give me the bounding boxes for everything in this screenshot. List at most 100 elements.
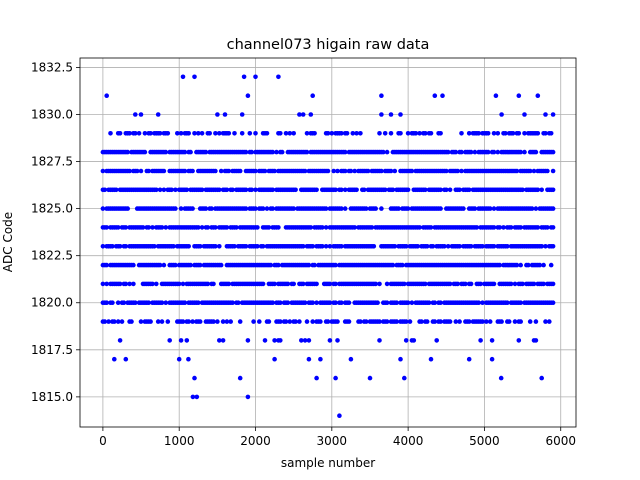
data-point: [293, 319, 298, 324]
data-point: [133, 300, 138, 306]
y-tick-label: 1815.0: [31, 390, 73, 404]
data-point: [327, 338, 333, 343]
data-point: [487, 206, 493, 211]
data-point: [186, 244, 191, 249]
data-point: [123, 244, 129, 249]
data-point: [369, 225, 375, 230]
data-point: [379, 93, 384, 98]
data-point: [123, 356, 129, 362]
data-point: [178, 338, 184, 343]
data-point: [249, 187, 254, 193]
data-point: [459, 168, 464, 174]
data-point: [249, 149, 254, 155]
data-point: [379, 168, 384, 174]
data-point: [466, 131, 472, 136]
data-point: [405, 187, 411, 193]
data-point: [117, 131, 123, 136]
data-point: [300, 244, 306, 249]
data-point: [190, 168, 195, 174]
data-point: [468, 244, 474, 249]
data-point: [268, 262, 274, 268]
data-point: [104, 281, 109, 287]
data-point: [215, 319, 220, 324]
data-point: [157, 131, 163, 136]
data-point: [402, 375, 407, 381]
data-point: [438, 319, 443, 324]
data-point: [169, 187, 174, 193]
data-point: [522, 131, 527, 136]
data-point: [466, 187, 472, 193]
data-point: [247, 131, 253, 136]
data-point: [493, 93, 499, 98]
data-point: [388, 131, 394, 136]
data-point: [304, 149, 310, 155]
data-point: [466, 356, 472, 362]
data-point: [424, 319, 430, 324]
data-point: [539, 375, 544, 381]
data-point: [192, 74, 197, 80]
data-point: [167, 338, 172, 343]
data-point: [304, 131, 310, 136]
data-point: [253, 74, 258, 80]
data-point: [232, 244, 237, 249]
data-point: [236, 300, 241, 306]
data-point: [388, 112, 394, 117]
data-point: [476, 131, 482, 136]
data-point: [205, 225, 211, 230]
data-point: [163, 225, 169, 230]
data-point: [503, 131, 508, 136]
data-point: [176, 281, 182, 287]
data-point: [117, 281, 123, 287]
data-point: [323, 244, 329, 249]
data-point: [339, 131, 344, 136]
data-point: [548, 131, 554, 136]
data-point: [440, 93, 445, 98]
data-point: [155, 112, 161, 117]
data-point: [100, 281, 106, 287]
data-point: [434, 338, 440, 343]
data-point: [480, 300, 485, 306]
data-point: [232, 131, 237, 136]
data-point: [226, 281, 232, 287]
data-point: [518, 225, 523, 230]
data-point: [516, 338, 522, 343]
data-point: [260, 281, 266, 287]
data-point: [358, 319, 363, 324]
data-point: [354, 131, 359, 136]
data-point: [424, 244, 430, 249]
data-point: [522, 112, 527, 117]
data-point: [518, 149, 523, 155]
data-point: [342, 206, 348, 211]
x-tick-label: 1000: [164, 434, 195, 448]
data-point: [196, 300, 201, 306]
data-point: [354, 187, 359, 193]
data-point: [480, 319, 485, 324]
data-point: [432, 300, 438, 306]
data-point: [253, 206, 258, 211]
data-point: [550, 168, 556, 174]
data-point: [550, 206, 556, 211]
data-point: [245, 394, 251, 400]
data-point: [188, 149, 193, 155]
data-point: [409, 168, 415, 174]
data-point: [218, 262, 224, 268]
data-point: [314, 187, 319, 193]
data-point: [516, 131, 522, 136]
data-point: [302, 300, 308, 306]
data-point: [457, 187, 462, 193]
data-point: [306, 338, 312, 343]
data-point: [375, 300, 380, 306]
data-point: [222, 112, 228, 117]
data-point: [293, 187, 298, 193]
data-point: [485, 131, 491, 136]
data-point: [491, 225, 497, 230]
data-point: [262, 168, 268, 174]
data-point: [426, 300, 432, 306]
data-point: [518, 262, 523, 268]
data-point: [165, 131, 171, 136]
data-point: [550, 281, 556, 287]
data-point: [527, 168, 533, 174]
data-point: [203, 149, 209, 155]
data-point: [283, 131, 289, 136]
data-point: [447, 187, 453, 193]
